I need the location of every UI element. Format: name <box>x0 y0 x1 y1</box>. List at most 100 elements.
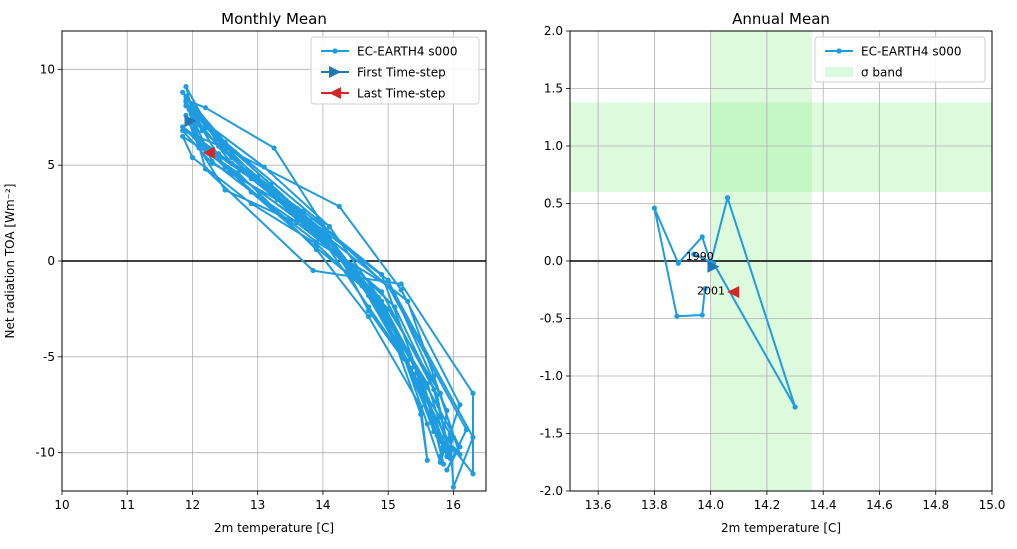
monthly-data-point <box>385 315 391 322</box>
monthly-ytick-label: -10 <box>35 446 55 460</box>
monthly-ylabel: Net radiation TOA [Wm⁻²] <box>3 184 17 339</box>
annual-ytick-label: 0.0 <box>544 254 563 268</box>
monthly-data-point <box>441 442 447 448</box>
monthly-data-point <box>437 438 443 444</box>
monthly-xtick-label: 16 <box>446 498 461 512</box>
annual-legend-label: EC-EARTH4 s000 <box>861 45 962 59</box>
annual-legend-band-icon <box>825 67 853 77</box>
monthly-data-point <box>457 402 463 408</box>
annual-xtick-label: 15.0 <box>979 498 1006 512</box>
annual-data-point <box>702 286 708 292</box>
monthly-data-point <box>470 471 476 477</box>
monthly-data-point <box>398 281 404 287</box>
monthly-legend-label: EC-EARTH4 s000 <box>357 45 458 59</box>
annual-year-annotation: 2001 <box>697 285 725 298</box>
monthly-data-point <box>398 346 404 352</box>
monthly-xtick-label: 13 <box>250 498 265 512</box>
monthly-data-point <box>450 434 456 440</box>
monthly-data-point <box>457 451 463 458</box>
annual-ytick-label: 2.0 <box>544 24 563 38</box>
monthly-title: Monthly Mean <box>221 10 327 28</box>
monthly-data-point <box>379 302 385 308</box>
monthly-xtick-label: 14 <box>315 498 330 512</box>
monthly-ytick-label: 0 <box>47 254 55 268</box>
monthly-data-point <box>180 128 186 134</box>
annual-year-annotation: 1990 <box>686 250 714 263</box>
monthly-data-point <box>375 294 381 301</box>
monthly-data-point <box>424 381 430 387</box>
monthly-data-point <box>365 304 372 310</box>
monthly-ytick-label: 5 <box>47 158 55 172</box>
monthly-data-point <box>300 208 306 214</box>
annual-xtick-label: 14.0 <box>697 498 724 512</box>
monthly-data-point <box>222 164 228 170</box>
monthly-xtick-label: 12 <box>185 498 200 512</box>
monthly-data-point <box>300 212 306 218</box>
monthly-data-point <box>418 404 424 410</box>
monthly-data-point <box>294 220 300 226</box>
monthly-data-point <box>379 271 385 278</box>
annual-data-point <box>674 313 680 319</box>
monthly-data-point <box>202 120 209 126</box>
monthly-data-point <box>186 106 192 113</box>
annual-xtick-label: 13.8 <box>641 498 668 512</box>
monthly-data-point <box>431 386 437 393</box>
monthly-data-point <box>447 450 453 456</box>
monthly-data-point <box>183 93 189 99</box>
monthly-data-point <box>408 365 414 371</box>
annual-ytick-label: -1.5 <box>540 427 563 441</box>
monthly-data-point <box>434 392 440 398</box>
monthly-first-timestep-marker <box>184 115 197 128</box>
monthly-data-point <box>457 444 463 450</box>
monthly-data-point <box>222 145 228 151</box>
monthly-data-point <box>248 200 254 207</box>
monthly-data-point <box>248 189 254 195</box>
annual-xtick-label: 13.6 <box>585 498 612 512</box>
monthly-data-point <box>307 223 313 230</box>
monthly-data-point <box>320 221 326 228</box>
monthly-data-point <box>365 313 372 320</box>
monthly-data-point <box>385 277 391 283</box>
monthly-data-point <box>274 197 280 203</box>
monthly-data-point <box>202 166 209 172</box>
monthly-legend-dot-icon <box>332 48 338 54</box>
monthly-data-point <box>242 168 248 174</box>
monthly-data-point <box>447 455 453 462</box>
monthly-data-point <box>385 306 391 312</box>
monthly-data-point <box>431 428 437 435</box>
annual-title: Annual Mean <box>732 10 830 28</box>
monthly-data-point <box>320 231 326 237</box>
monthly-data-point <box>434 432 440 439</box>
monthly-xtick-label: 11 <box>120 498 135 512</box>
annual-xtick-label: 14.8 <box>922 498 949 512</box>
annual-data-point <box>675 260 681 266</box>
monthly-data-point <box>365 292 372 299</box>
monthly-data-point <box>180 89 186 95</box>
monthly-ytick-label: -5 <box>43 350 55 364</box>
monthly-data-point <box>255 193 261 199</box>
annual-data-point <box>691 251 697 257</box>
monthly-data-point <box>180 133 186 140</box>
monthly-data-point <box>336 203 342 209</box>
monthly-legend-first-icon <box>329 66 341 78</box>
monthly-data-point <box>365 308 372 314</box>
monthly-data-point <box>385 283 391 289</box>
annual-ytick-label: 1.0 <box>544 139 563 153</box>
annual-frame <box>569 30 993 492</box>
monthly-legend-last-icon <box>329 87 341 99</box>
annual-legend-label: σ band <box>861 66 903 80</box>
monthly-data-point <box>202 105 209 111</box>
monthly-data-point <box>183 99 189 105</box>
monthly-data-point <box>441 461 447 467</box>
annual-data-point <box>651 205 658 211</box>
monthly-data-point <box>271 145 277 151</box>
monthly-data-point <box>437 453 443 460</box>
monthly-data-point <box>352 266 359 272</box>
monthly-data-point <box>326 223 333 230</box>
annual-data-point <box>724 195 731 201</box>
monthly-data-point <box>392 290 398 297</box>
monthly-data-point <box>202 124 209 130</box>
monthly-data-point <box>209 128 215 134</box>
monthly-data-point <box>447 430 453 437</box>
